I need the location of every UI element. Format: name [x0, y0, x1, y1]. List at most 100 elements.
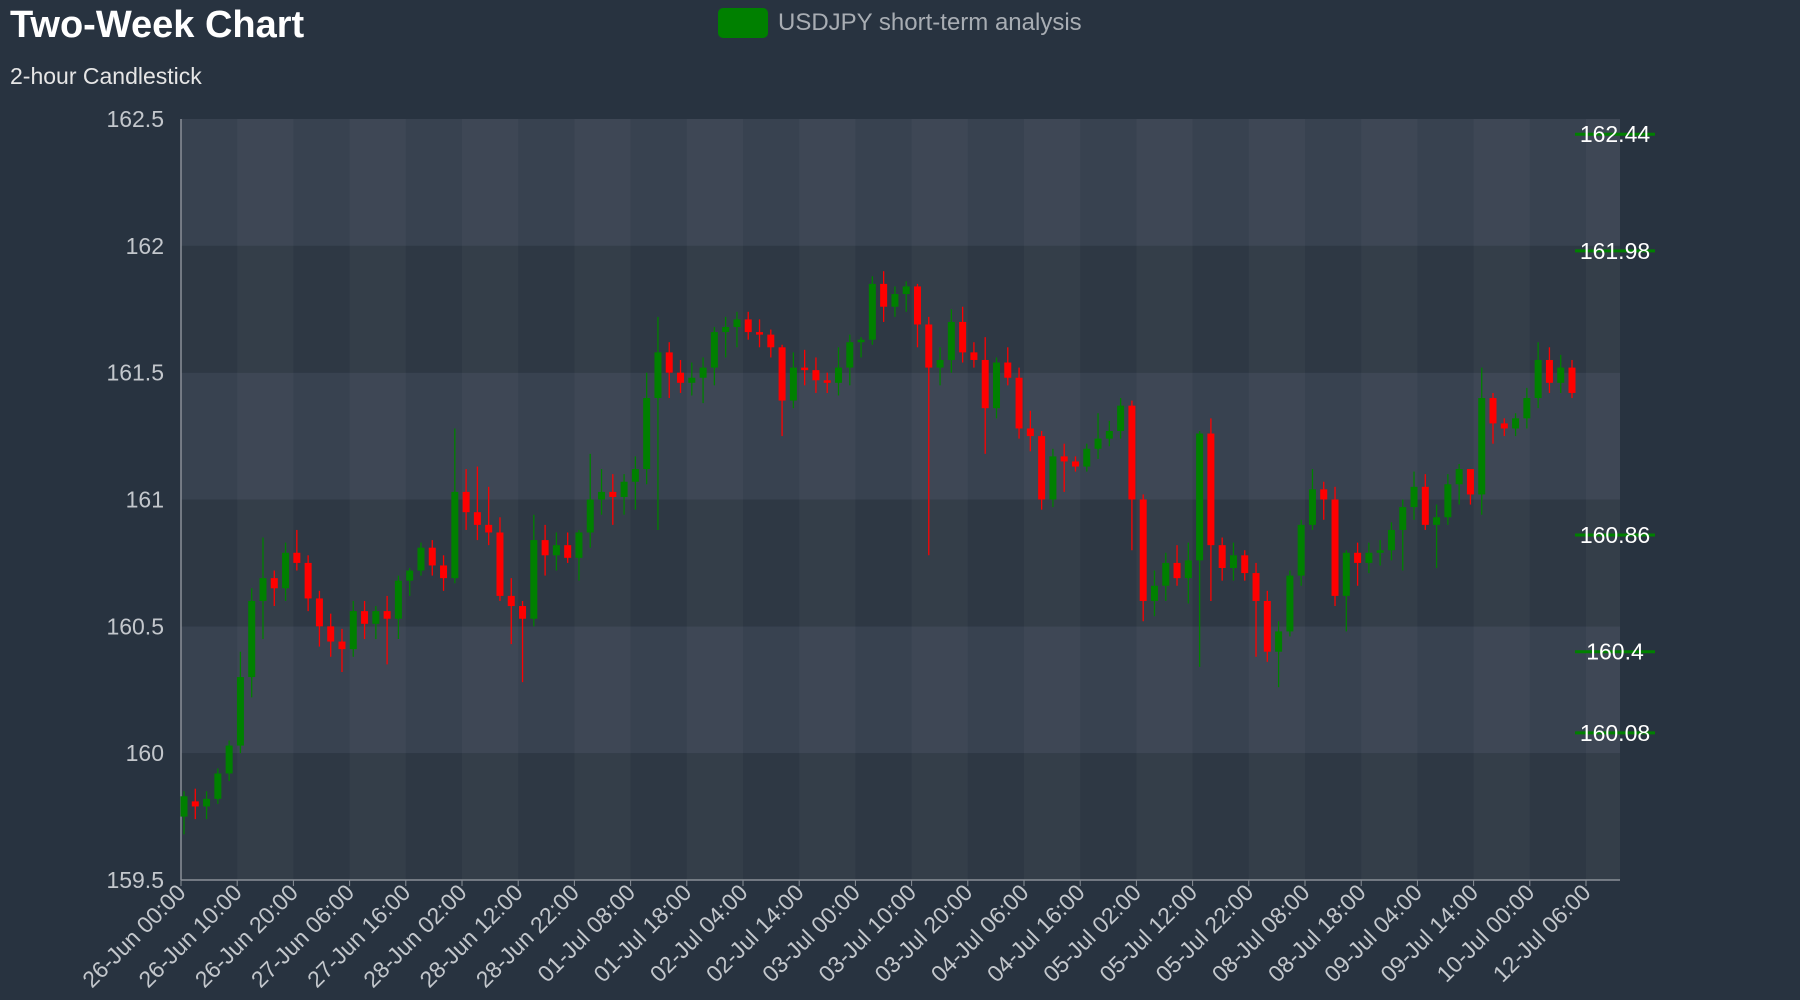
candle-body — [1015, 377, 1023, 429]
candle-body — [913, 286, 921, 325]
level-label: 160.4 — [1586, 639, 1644, 665]
plot-band — [181, 245, 1620, 373]
candle-body — [1421, 486, 1429, 525]
y-tick-label: 159.5 — [106, 867, 164, 893]
candle-body — [891, 294, 899, 307]
candle-body — [1410, 486, 1418, 508]
candle-body — [259, 578, 267, 601]
candle-body — [902, 286, 910, 295]
candle-body — [304, 562, 312, 599]
candle-body — [1094, 438, 1102, 449]
candle-body — [722, 327, 730, 333]
candle-body — [451, 491, 459, 579]
plot-band — [181, 753, 1620, 880]
candle-body — [1545, 359, 1553, 383]
plot-column-band — [799, 119, 855, 880]
candle-body — [225, 745, 233, 774]
candle-body — [699, 367, 707, 378]
candle-body — [1568, 367, 1576, 393]
candle-body — [1128, 405, 1136, 500]
candle-body — [1196, 433, 1204, 561]
candle-body — [1275, 631, 1283, 652]
candle-body — [519, 606, 527, 619]
candle-body — [710, 332, 718, 368]
candle-body — [1557, 367, 1565, 383]
candle-body — [744, 319, 752, 333]
candle-body — [1117, 405, 1125, 432]
candle-body — [1478, 398, 1486, 495]
candle-body — [214, 773, 222, 799]
candle-body — [1297, 524, 1305, 576]
plot-column-band — [237, 119, 293, 880]
candle-body — [1489, 398, 1497, 424]
candle-body — [282, 552, 290, 589]
candle-body — [1534, 359, 1542, 399]
candle-body — [552, 545, 560, 556]
candle-body — [868, 283, 876, 340]
candle-body — [1252, 573, 1260, 601]
candle-body — [575, 532, 583, 558]
plot-column-band — [1586, 119, 1620, 880]
candle-body — [1523, 398, 1531, 419]
plot-column-band — [1361, 119, 1417, 880]
candle-body — [236, 677, 244, 746]
candle-body — [925, 324, 933, 368]
candle-body — [643, 398, 651, 470]
candle-body — [564, 545, 572, 558]
candle-body — [789, 367, 797, 401]
y-tick-label: 162 — [126, 233, 164, 259]
candle-body — [1218, 545, 1226, 568]
candle-body — [598, 491, 606, 500]
candle-body — [1173, 562, 1181, 579]
plot-column-band — [912, 119, 968, 880]
candle-body — [1105, 431, 1113, 439]
candle-body — [936, 359, 944, 368]
candle-body — [756, 332, 764, 335]
candle-body — [1071, 461, 1079, 467]
candle-body — [846, 342, 854, 368]
candle-body — [1038, 436, 1046, 500]
y-tick-label: 161 — [126, 487, 164, 513]
candle-body — [180, 796, 188, 817]
candle-body — [1241, 555, 1249, 574]
candle-body — [372, 611, 380, 624]
candle-body — [823, 380, 831, 383]
candle-body — [812, 370, 820, 381]
candle-body — [1399, 507, 1407, 530]
candle-body — [1320, 489, 1328, 500]
candle-body — [191, 801, 199, 807]
candle-body — [203, 798, 211, 807]
candle-body — [857, 339, 865, 343]
plot-column-band — [462, 119, 518, 880]
candle-body — [1026, 428, 1034, 437]
plot-column-band — [687, 119, 743, 880]
legend-swatch — [718, 8, 768, 38]
plot-band — [181, 372, 1620, 500]
candle-body — [361, 611, 369, 624]
candle-body — [959, 321, 967, 353]
level-label: 160.86 — [1580, 522, 1650, 548]
candle-body — [880, 283, 888, 307]
candle-body — [1184, 560, 1192, 579]
candle-body — [440, 565, 448, 579]
level-label: 161.98 — [1580, 238, 1650, 264]
candle-body — [1500, 423, 1508, 429]
candle-body — [665, 352, 673, 373]
y-tick-label: 160 — [126, 740, 164, 766]
candle-body — [981, 359, 989, 409]
candle-body — [496, 532, 504, 596]
candle-body — [293, 552, 301, 563]
legend[interactable]: USDJPY short-term analysis — [718, 8, 1082, 38]
chart-title: Two-Week Chart — [10, 4, 305, 46]
candle-body — [688, 377, 696, 383]
candle-body — [1512, 418, 1520, 429]
candle-body — [270, 578, 278, 589]
candle-body — [1286, 575, 1294, 632]
plot-band — [181, 626, 1620, 754]
plot-band — [181, 119, 1620, 246]
y-tick-label: 160.5 — [106, 613, 164, 639]
candle-body — [541, 540, 549, 556]
candle-body — [1083, 448, 1091, 467]
